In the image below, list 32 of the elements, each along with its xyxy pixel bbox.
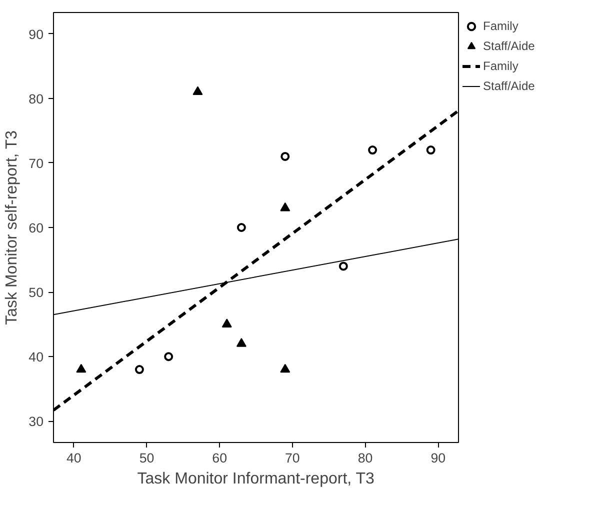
y-tick-label: 90 xyxy=(28,26,44,42)
y-tick-label: 40 xyxy=(28,350,44,365)
x-tick-label: 60 xyxy=(212,450,227,466)
legend-label: Family xyxy=(483,59,518,73)
x-tick-label: 40 xyxy=(66,450,82,466)
x-tick-label: 70 xyxy=(285,450,300,466)
point xyxy=(134,365,144,374)
point xyxy=(236,223,246,232)
point xyxy=(280,202,290,212)
y-tick-label: 70 xyxy=(28,156,44,171)
y-axis-title: Task Monitor self-report, T3 xyxy=(4,130,21,325)
point xyxy=(368,146,378,155)
y-tick-label: 60 xyxy=(28,220,44,236)
point xyxy=(192,86,203,96)
point xyxy=(222,318,232,328)
y-tick-label: 80 xyxy=(28,91,44,106)
y-tick-label: 50 xyxy=(28,285,44,300)
legend-label: Staff/Aide xyxy=(483,39,535,53)
legend-label: Staff/Aide xyxy=(483,79,535,93)
x-tick-label: 50 xyxy=(139,450,154,466)
point xyxy=(338,262,348,271)
y-tick-label: 30 xyxy=(28,414,44,430)
point xyxy=(426,146,436,155)
legend-label: Family xyxy=(483,19,518,33)
point xyxy=(76,364,86,373)
x-tick-label: 90 xyxy=(430,450,446,466)
point xyxy=(280,152,290,161)
point xyxy=(236,338,246,347)
x-tick-label: 80 xyxy=(358,450,373,466)
x-axis-title: Task Monitor Informant-report, T3 xyxy=(137,470,375,488)
point xyxy=(280,364,290,373)
point xyxy=(164,352,174,362)
